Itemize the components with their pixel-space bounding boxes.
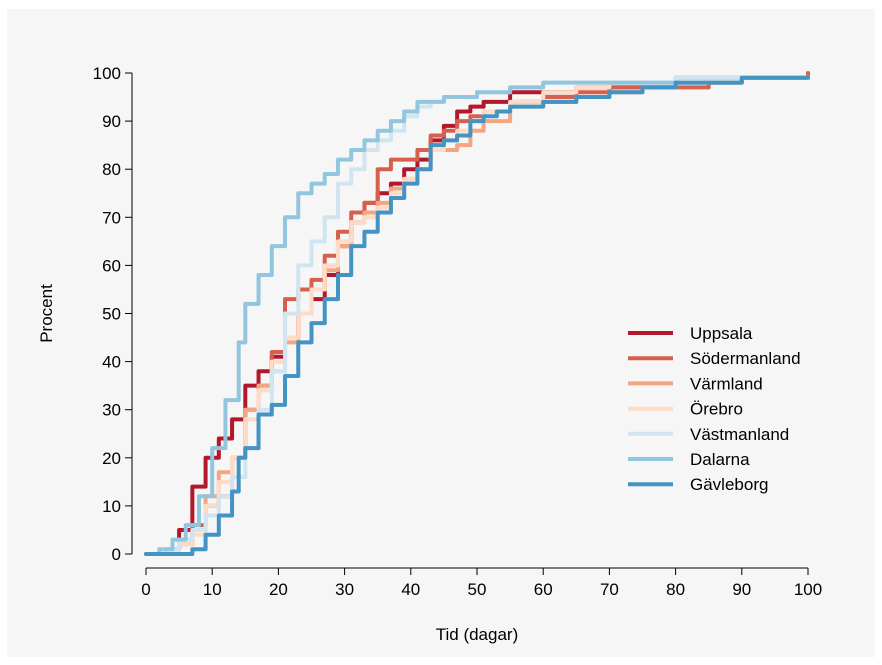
x-tick: 90	[732, 568, 751, 599]
y-tick: 80	[102, 160, 132, 179]
x-tick-label: 80	[666, 580, 685, 599]
legend-entry: Värmland	[628, 374, 763, 393]
legend-label: Västmanland	[690, 425, 789, 444]
x-tick: 70	[600, 568, 619, 599]
x-tick-label: 70	[600, 580, 619, 599]
series-line-6	[144, 75, 810, 556]
x-tick: 40	[401, 568, 420, 599]
x-tick-label: 40	[401, 580, 420, 599]
y-tick-label: 80	[102, 160, 121, 179]
x-tick: 0	[141, 568, 151, 599]
y-tick-label: 0	[112, 545, 121, 564]
x-tick-label: 0	[141, 580, 150, 599]
x-tick-label: 20	[269, 580, 288, 599]
x-tick: 50	[468, 568, 487, 599]
y-tick: 0	[112, 545, 132, 564]
axes: 0 10 20 30 40 50 60 70 80 90 100 0 10 20 30 40 50 60 70 80…	[93, 64, 823, 599]
y-tick: 20	[102, 449, 132, 468]
legend-label: Örebro	[690, 400, 743, 419]
y-tick: 40	[102, 353, 132, 372]
y-tick: 60	[102, 256, 132, 275]
x-tick: 20	[269, 568, 288, 599]
x-tick-label: 90	[732, 580, 751, 599]
legend-label: Södermanland	[690, 349, 801, 368]
y-tick-label: 50	[102, 305, 121, 324]
y-tick: 90	[102, 112, 132, 131]
legend-entry: Gävleborg	[628, 475, 768, 494]
y-tick: 50	[102, 305, 132, 324]
legend-entry: Örebro	[628, 400, 743, 419]
x-tick: 100	[794, 568, 822, 599]
legend-label: Värmland	[690, 374, 763, 393]
x-tick-label: 30	[335, 580, 354, 599]
legend-entry: Uppsala	[628, 324, 753, 343]
x-tick: 30	[335, 568, 354, 599]
legend-label: Dalarna	[690, 450, 750, 469]
x-tick: 60	[534, 568, 553, 599]
legend-entry: Dalarna	[628, 450, 750, 469]
y-tick: 30	[102, 401, 132, 420]
legend-label: Uppsala	[690, 324, 753, 343]
y-tick: 70	[102, 208, 132, 227]
chart-panel	[7, 9, 875, 657]
series-line-7	[144, 75, 810, 556]
y-tick-label: 100	[93, 64, 121, 83]
legend: Uppsala Södermanland Värmland Örebro Västman…	[628, 324, 801, 494]
y-tick-label: 30	[102, 401, 121, 420]
y-tick: 10	[102, 497, 132, 516]
y-tick-label: 20	[102, 449, 121, 468]
x-tick: 10	[203, 568, 222, 599]
y-tick-label: 90	[102, 112, 121, 131]
y-tick: 100	[93, 64, 132, 83]
y-axis-title: Procent	[37, 284, 56, 343]
x-tick-label: 100	[794, 580, 822, 599]
y-tick-label: 40	[102, 353, 121, 372]
x-tick-label: 10	[203, 580, 222, 599]
y-tick-label: 60	[102, 256, 121, 275]
legend-entry: Västmanland	[628, 425, 789, 444]
legend-entry: Södermanland	[628, 349, 801, 368]
x-tick: 80	[666, 568, 685, 599]
x-axis-title: Tid (dagar)	[436, 625, 519, 644]
y-axis-ticks: 0 10 20 30 40 50 60 70 80 90 100	[93, 64, 132, 564]
series-layer	[144, 71, 810, 556]
legend-label: Gävleborg	[690, 475, 768, 494]
y-tick-label: 70	[102, 208, 121, 227]
x-tick-label: 60	[534, 580, 553, 599]
y-tick-label: 10	[102, 497, 121, 516]
x-axis-ticks: 0 10 20 30 40 50 60 70 80 90 100	[141, 568, 822, 599]
x-tick-label: 50	[468, 580, 487, 599]
